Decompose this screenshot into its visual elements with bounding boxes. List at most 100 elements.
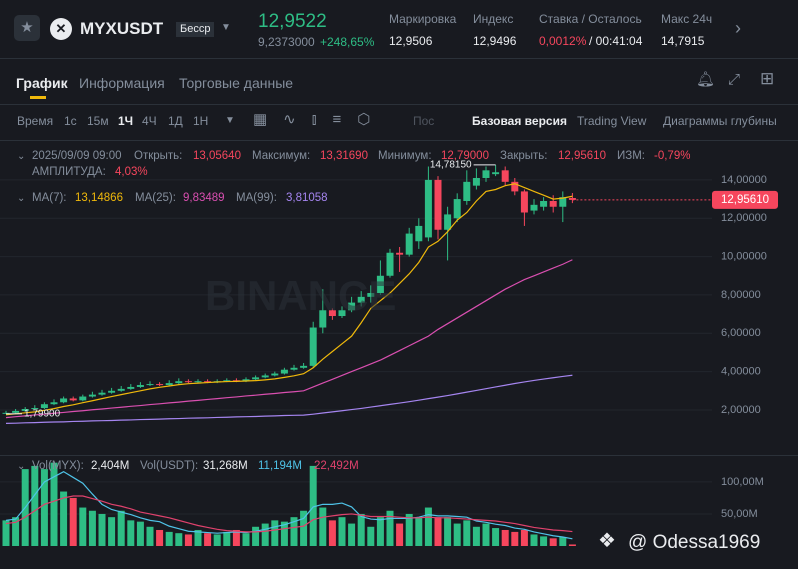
ohlc-value: 13,05640 [193,150,241,162]
ma-label: MA(99): [236,192,277,204]
volume-bar [60,491,68,546]
interval-active[interactable]: 1Ч [118,114,134,128]
candle-body [21,408,29,411]
candle-body [309,327,317,366]
ma-value: 13,14866 [75,192,123,204]
tab[interactable]: Торговые данные [179,75,294,91]
volume-bar [194,529,202,546]
candle-body [156,384,164,386]
candle-body [165,383,173,386]
vol-value: 2,404M [91,460,130,472]
volume-bar [463,520,471,546]
dropdown-caret[interactable]: ▼ [221,22,231,33]
candle-body [492,172,500,175]
amplitude-value: 4,03% [115,166,148,178]
candle-body [280,369,288,374]
candle-body [40,404,48,409]
bell-icon[interactable]: 🔔︎ [696,71,716,88]
candle-body [98,392,106,395]
interval[interactable]: 4Ч [142,114,157,128]
y-tick-label: 2,00000 [721,404,761,416]
volume-bar [530,534,538,546]
volume-bar [69,497,77,546]
interval[interactable]: 15м [87,114,109,128]
y-tick-label: 100,00M [721,476,764,488]
scroll-arrow[interactable]: › [735,18,741,38]
volume-bar [12,517,20,546]
tab[interactable]: Информация [79,75,165,91]
candle-body [348,302,356,311]
volume-bar [549,538,557,546]
volume-bar [472,526,480,546]
candle-body [367,293,375,297]
volume-bar [559,537,567,546]
collapse-icon[interactable]: ⌄ [17,151,26,162]
more-caret[interactable]: ▼ [225,115,235,126]
candle-body [300,365,308,368]
volume-bar [127,520,135,546]
ohlc-value: 12,95610 [558,150,606,162]
y-tick-label: 6,00000 [721,327,761,339]
volume-bar [136,521,144,546]
min-label: 1,79900 [24,408,61,419]
view[interactable]: Trading View [577,114,647,128]
candle-body [396,252,404,255]
favorite-star[interactable]: ★ [14,15,40,41]
y-tick-label: 8,00000 [721,289,761,301]
candle-body [501,170,509,182]
ohlc-value: 12,79000 [441,150,489,162]
candle-body [405,233,413,255]
volume-bar [540,536,548,546]
view-active[interactable]: Базовая версия [472,114,567,128]
ohlc-label: ИЗМ: [617,150,645,162]
interval[interactable]: 1Н [193,114,209,128]
volume-bar [319,507,327,546]
candle-body [415,225,423,242]
stat-label: Индекс [473,12,514,26]
vol-ma-value: 11,194M [258,460,302,472]
candle-body [261,375,269,378]
tool-icons[interactable]: ▦∿⫾≡⬡ [253,111,387,128]
y-tick-label: 14,00000 [721,174,767,186]
layout-icon[interactable]: ⊞ [760,69,775,88]
max-label: 14,78150 [430,160,472,171]
view[interactable]: Диаграммы глубины [663,114,777,128]
stat-value: 12,9506 [389,34,433,48]
volume-bar [79,507,87,546]
interval[interactable]: 1с [64,114,77,128]
candle-body [108,390,116,393]
volume-bar [453,523,461,546]
divider [0,140,798,141]
volume-bar [568,544,576,546]
volume-bar [396,523,404,546]
ma-label: MA(7): [32,192,67,204]
collapse-icon[interactable]: ⌄ [17,461,26,472]
candle-body [357,296,365,303]
candle-body [271,373,279,376]
candle-body [60,398,68,403]
candle-body [444,214,452,230]
volume-bar [2,520,10,546]
interval[interactable]: 1Д [168,114,183,128]
symbol[interactable]: MYXUSDT [80,19,164,38]
more-tools[interactable]: Пос [413,114,435,128]
stat-label: Маркировка [389,12,457,26]
volume-bar [40,469,48,546]
candle-body [434,179,442,230]
volume-bar [98,513,106,546]
volume-bar [50,462,58,546]
tab-active[interactable]: График [16,75,68,91]
volume-bar [280,521,288,546]
volume-bar [252,526,260,546]
interval[interactable]: Время [17,114,54,128]
ohlc-label: Минимум: [378,150,432,162]
expand-icon[interactable]: ⤢ [728,71,741,88]
collapse-icon[interactable]: ⌄ [17,193,26,204]
volume-bar [434,517,442,546]
volume-bar [31,465,39,546]
ohlc-date: 2025/09/09 09:00 [32,150,122,162]
candle-body [242,379,250,382]
candle-body [319,310,327,328]
vol-label: Vol(USDT): [140,460,199,472]
candle-body [88,394,96,397]
